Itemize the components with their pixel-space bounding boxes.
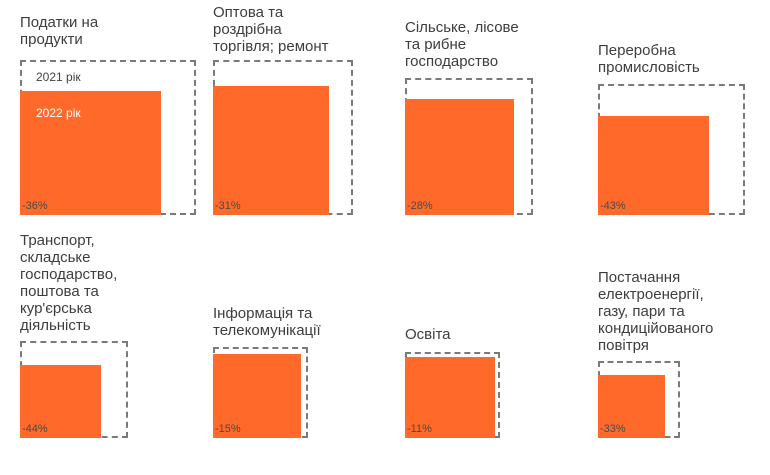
change-label: -43% <box>600 200 626 212</box>
bar-2022 <box>213 354 301 438</box>
category-title: Інформація та телекомунікації <box>213 305 321 339</box>
bar-2022 <box>405 99 514 215</box>
category-title: Оптова та роздрібна торгівля; ремонт <box>213 4 329 55</box>
change-label: -28% <box>407 200 433 212</box>
legend-2021: 2021 рік <box>36 70 81 84</box>
change-label: -36% <box>22 200 48 212</box>
category-title: Податки на продукти <box>20 14 99 48</box>
change-label: -33% <box>600 423 626 435</box>
bar-2022 <box>598 375 665 438</box>
change-label: -44% <box>22 423 48 435</box>
bar-2022 <box>20 365 101 438</box>
category-title: Переробна промисловість <box>598 42 700 76</box>
category-title: Постачання електроенергії, газу, пари та… <box>598 269 714 354</box>
bar-2022 <box>598 116 709 215</box>
category-title: Транспорт, складське господарство, пошто… <box>20 232 118 334</box>
legend-2022: 2022 рік <box>36 106 81 120</box>
bar-2022 <box>213 86 329 215</box>
bar-2022 <box>20 91 161 215</box>
category-title: Освіта <box>405 326 451 343</box>
category-title: Сільське, лісове та рибне господарство <box>405 19 519 70</box>
change-label: -31% <box>215 200 241 212</box>
bar-2022 <box>405 357 495 438</box>
change-label: -11% <box>407 423 432 435</box>
change-label: -15% <box>215 423 241 435</box>
